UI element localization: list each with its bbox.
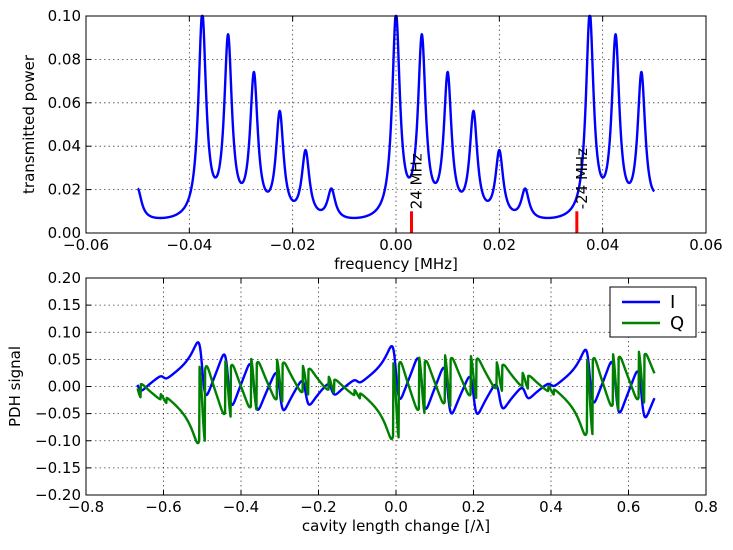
x-tick-label: −0.2 bbox=[300, 498, 336, 516]
x-axis-label: frequency [MHz] bbox=[334, 255, 458, 273]
x-tick-label: −0.06 bbox=[63, 236, 109, 254]
y-tick-label: 0.06 bbox=[48, 94, 81, 112]
y-axis-label: transmitted power bbox=[20, 54, 38, 194]
x-tick-label: 0.06 bbox=[689, 236, 722, 254]
transmission-plot: 24 MHz -24 MHz −0.06 −0.04 −0.02 0.00 0.02 0.04… bbox=[20, 7, 723, 273]
y-tick-label: 0.15 bbox=[48, 296, 81, 314]
legend-box bbox=[609, 286, 697, 338]
x-axis-label: cavity length change [/λ] bbox=[302, 517, 490, 535]
x-tick-label: 0.04 bbox=[586, 236, 619, 254]
legend-label-q: Q bbox=[670, 313, 684, 334]
y-tick-label: 0.05 bbox=[48, 350, 81, 368]
y-tick-label: 0.00 bbox=[48, 224, 81, 242]
x-tick-label: −0.8 bbox=[68, 498, 104, 516]
x-tick-label: 0.2 bbox=[462, 498, 486, 516]
legend: IQ bbox=[609, 286, 697, 338]
y-axis-label: PDH signal bbox=[6, 346, 24, 427]
pdh-plot: −0.8 −0.6 −0.4 −0.2 0.0 0.2 0.4 0.6 0.8 −0.20 −0.1… bbox=[6, 269, 718, 535]
annotation-label: -24 MHz bbox=[573, 148, 591, 209]
x-tick-label: −0.6 bbox=[145, 498, 181, 516]
y-tick-label: 0.08 bbox=[48, 50, 81, 68]
y-tick-label: −0.20 bbox=[35, 486, 81, 504]
y-tick-label: −0.05 bbox=[35, 405, 81, 423]
x-tick-label: 0.0 bbox=[384, 498, 408, 516]
y-tick-label: 0.00 bbox=[48, 378, 81, 396]
x-tick-label: −0.04 bbox=[166, 236, 212, 254]
y-tick-label: 0.20 bbox=[48, 269, 81, 287]
y-tick-label: −0.10 bbox=[35, 432, 81, 450]
x-tick-label: 0.8 bbox=[694, 498, 718, 516]
series-line-q bbox=[136, 350, 656, 445]
y-tick-label: −0.15 bbox=[35, 459, 81, 477]
x-tick-label: 0.4 bbox=[539, 498, 563, 516]
annotation-label: 24 MHz bbox=[408, 153, 426, 209]
y-tick-label: 0.02 bbox=[48, 181, 81, 199]
y-tick-label: 0.04 bbox=[48, 137, 81, 155]
legend-label-i: I bbox=[670, 292, 675, 313]
x-tick-label: 0.6 bbox=[617, 498, 641, 516]
x-tick-label: 0.02 bbox=[483, 236, 516, 254]
series-line-i bbox=[136, 341, 656, 419]
x-tick-label: −0.02 bbox=[270, 236, 316, 254]
y-tick-label: 0.10 bbox=[48, 7, 81, 25]
x-tick-label: 0.00 bbox=[379, 236, 412, 254]
y-tick-label: 0.10 bbox=[48, 323, 81, 341]
x-tick-label: −0.4 bbox=[223, 498, 259, 516]
